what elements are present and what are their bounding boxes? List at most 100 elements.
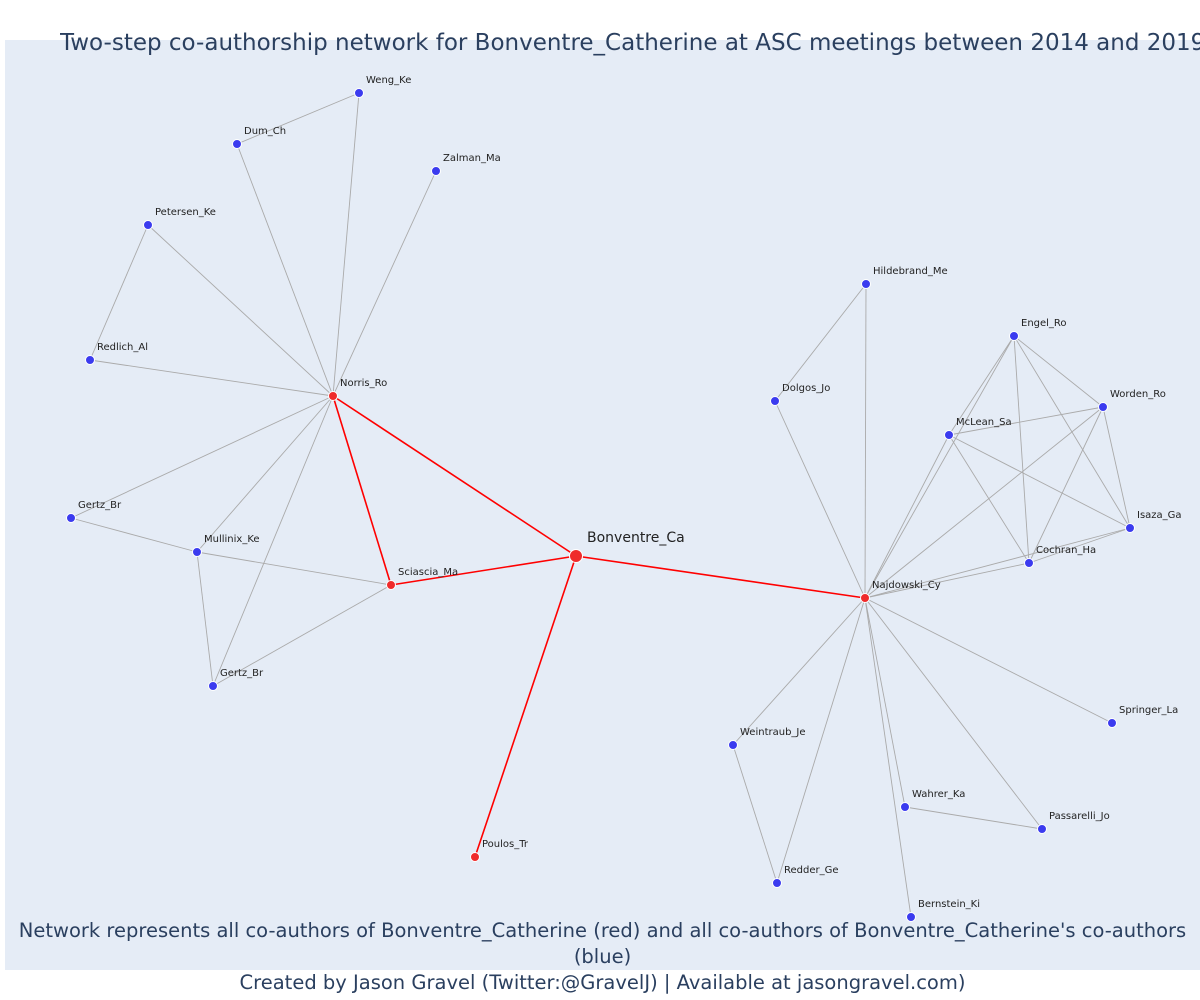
node-label-hildebrand: Hildebrand_Me	[873, 266, 948, 277]
node-label-isaza: Isaza_Ga	[1137, 510, 1182, 521]
node-poulos[interactable]	[470, 852, 480, 862]
edge-najdowski-engel	[864, 335, 1015, 599]
node-label-weintraub: Weintraub_Je	[740, 727, 806, 738]
node-mullinix[interactable]	[192, 547, 202, 557]
node-isaza[interactable]	[1125, 523, 1135, 533]
node-redlich[interactable]	[85, 355, 95, 365]
edge-bonventre-sciascia	[390, 555, 577, 586]
node-label-redlich: Redlich_Al	[97, 342, 148, 353]
caption-line-2: Created by Jason Gravel (Twitter:@Gravel…	[239, 971, 966, 994]
edge-najdowski-passarelli	[864, 597, 1043, 830]
node-gertz2[interactable]	[208, 681, 218, 691]
node-hildebrand[interactable]	[861, 279, 871, 289]
edge-norris-zalman	[332, 170, 437, 397]
edge-bonventre-norris	[332, 395, 577, 557]
node-springer[interactable]	[1107, 718, 1117, 728]
node-label-cochran: Cochran_Ha	[1036, 545, 1096, 556]
node-label-zalman: Zalman_Ma	[443, 153, 501, 164]
edge-najdowski-isaza	[864, 527, 1131, 599]
node-label-weng: Weng_Ke	[366, 75, 411, 86]
edge-najdowski-hildebrand	[864, 283, 867, 599]
node-label-springer: Springer_La	[1119, 705, 1178, 716]
node-weintraub[interactable]	[728, 740, 738, 750]
node-label-bonventre: Bonventre_Ca	[587, 530, 685, 546]
node-label-najdowski: Najdowski_Cy	[872, 580, 941, 591]
edge-wahrer-passarelli	[904, 806, 1043, 830]
node-dum[interactable]	[232, 139, 242, 149]
edge-mclean-cochran	[948, 434, 1030, 564]
caption: Network represents all co-authors of Bon…	[5, 918, 1200, 996]
edge-mclean-worden	[948, 406, 1104, 436]
node-engel[interactable]	[1009, 331, 1019, 341]
node-norris[interactable]	[328, 391, 338, 401]
edge-engel-mclean	[948, 335, 1015, 436]
edge-najdowski-bernstein	[864, 597, 912, 918]
network-plot-area	[5, 40, 1200, 970]
node-label-petersen: Petersen_Ke	[155, 207, 216, 218]
edge-najdowski-mclean	[864, 434, 950, 599]
node-label-gertz2: Gertz_Br	[220, 668, 264, 679]
node-label-norris: Norris_Ro	[340, 378, 387, 389]
edge-najdowski-weintraub	[732, 597, 866, 746]
node-label-engel: Engel_Ro	[1021, 318, 1067, 329]
node-dolgos[interactable]	[770, 396, 780, 406]
edge-engel-isaza	[1013, 335, 1131, 529]
edge-bonventre-najdowski	[575, 555, 866, 599]
labels-layer: Bonventre_Ca Norris_Ro Sciascia_Ma Najdowsk…	[78, 75, 1182, 910]
node-label-bernstein: Bernstein_Ki	[918, 899, 980, 910]
node-redder[interactable]	[772, 878, 782, 888]
edge-weintraub-redder	[732, 744, 778, 884]
node-mclean[interactable]	[944, 430, 954, 440]
node-label-gertz1: Gertz_Br	[78, 500, 122, 511]
edge-norris-mullinix	[196, 395, 334, 553]
node-label-sciascia: Sciascia_Ma	[398, 567, 458, 578]
node-najdowski[interactable]	[860, 593, 870, 603]
node-passarelli[interactable]	[1037, 824, 1047, 834]
node-gertz1[interactable]	[66, 513, 76, 523]
chart-title: Two-step co-authorship network for Bonve…	[60, 30, 1200, 56]
node-label-redder: Redder_Ge	[784, 865, 839, 876]
edge-norris-gertz2	[212, 395, 334, 687]
node-wahrer[interactable]	[900, 802, 910, 812]
node-label-passarelli: Passarelli_Jo	[1049, 811, 1110, 822]
edge-mullinix-gertz2	[196, 551, 214, 687]
node-bernstein[interactable]	[906, 912, 916, 922]
edge-engel-cochran	[1013, 335, 1030, 564]
node-label-mullinix: Mullinix_Ke	[204, 534, 260, 545]
node-label-dolgos: Dolgos_Jo	[782, 383, 830, 394]
edge-norris-weng	[332, 92, 360, 397]
node-weng[interactable]	[354, 88, 364, 98]
node-sciascia[interactable]	[386, 580, 396, 590]
edge-sciascia-gertz2	[212, 584, 392, 687]
edge-norris-redlich	[89, 359, 334, 397]
node-cochran[interactable]	[1024, 558, 1034, 568]
edge-najdowski-springer	[864, 597, 1113, 724]
edge-najdowski-cochran	[864, 562, 1030, 599]
caption-line-1: Network represents all co-authors of Bon…	[18, 919, 1187, 968]
edge-najdowski-wahrer	[864, 597, 906, 808]
edge-najdowski-redder	[776, 597, 866, 884]
node-label-worden: Worden_Ro	[1110, 389, 1166, 400]
node-label-dum: Dum_Ch	[244, 126, 286, 137]
edge-dum-weng	[236, 92, 360, 145]
node-label-wahrer: Wahrer_Ka	[912, 789, 965, 800]
edge-norris-dum	[236, 143, 334, 397]
edge-norris-gertz1	[70, 395, 334, 519]
edge-mclean-isaza	[948, 434, 1131, 529]
edge-najdowski-worden	[864, 406, 1104, 599]
edge-cochran-isaza	[1028, 527, 1131, 564]
edges-layer	[70, 92, 1131, 918]
node-zalman[interactable]	[431, 166, 441, 176]
node-petersen[interactable]	[143, 220, 153, 230]
node-label-mclean: McLean_Sa	[956, 417, 1012, 428]
node-bonventre[interactable]	[569, 549, 583, 563]
edge-petersen-redlich	[89, 224, 149, 361]
edge-dolgos-hildebrand	[774, 283, 867, 402]
node-label-poulos: Poulos_Tr	[482, 839, 529, 850]
edge-worden-cochran	[1028, 406, 1104, 564]
nodes-layer	[66, 88, 1135, 922]
edge-engel-worden	[1013, 335, 1104, 408]
node-worden[interactable]	[1098, 402, 1108, 412]
edge-norris-sciascia	[332, 395, 392, 586]
